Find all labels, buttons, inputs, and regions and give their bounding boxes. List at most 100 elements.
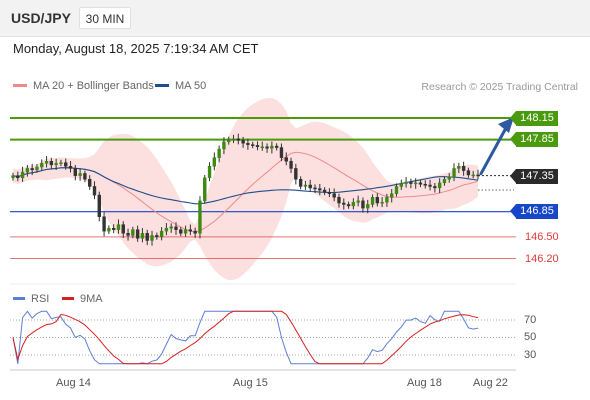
candle-body-down <box>428 184 432 187</box>
candle <box>150 230 154 246</box>
candle <box>471 170 475 179</box>
candle <box>447 173 451 183</box>
candle <box>227 136 231 145</box>
candle <box>380 197 384 208</box>
candle <box>30 163 34 176</box>
level-label-146-20: 146.20 <box>525 253 559 265</box>
candle-body-up <box>198 200 202 234</box>
candle-body-up <box>183 229 188 234</box>
timeframe-button[interactable]: 30 MIN <box>79 7 131 29</box>
candle-body-down <box>16 175 20 179</box>
ma50-legend-label: MA 50 <box>175 80 207 92</box>
bollinger-band-layer <box>13 98 478 281</box>
candle <box>394 183 399 197</box>
candle-body-down <box>308 184 312 189</box>
candle <box>44 156 49 168</box>
candles-layer <box>11 133 480 246</box>
candle <box>442 176 447 186</box>
candle <box>370 194 375 208</box>
candle-body-up <box>380 202 384 204</box>
candle <box>342 198 346 210</box>
candle <box>97 191 101 222</box>
candle-body-up <box>471 174 475 177</box>
rsi-layer <box>10 310 516 365</box>
candle-body-down <box>361 200 365 209</box>
candle <box>313 184 317 194</box>
candle <box>25 164 30 177</box>
candle-body-down <box>409 181 413 184</box>
candle <box>437 178 442 194</box>
candle <box>131 226 135 239</box>
candle-body-up <box>356 200 360 203</box>
legend-9ma: 9MA <box>62 293 103 305</box>
ma50-swatch <box>155 83 169 87</box>
candle-body-up <box>217 148 221 158</box>
candle-body-up <box>227 139 231 143</box>
candle <box>164 223 169 236</box>
candle-body-down <box>423 184 427 186</box>
level-tag-146-85: 146.85 <box>510 204 558 219</box>
candle-body-up <box>169 226 173 229</box>
candle <box>274 143 279 151</box>
9ma-swatch <box>62 296 74 300</box>
candle-body-up <box>351 202 356 207</box>
candle-body-up <box>260 146 264 149</box>
candle-body-up <box>452 168 456 178</box>
candle <box>246 138 250 150</box>
candle-body-up <box>404 181 408 184</box>
current-price-value: 147.35 <box>520 170 554 182</box>
candle-body-down <box>88 178 92 187</box>
candle <box>135 225 140 242</box>
bollinger-band <box>13 98 478 281</box>
candle <box>121 221 125 238</box>
candle <box>236 133 240 145</box>
candle <box>83 170 87 183</box>
candle <box>322 187 327 196</box>
candle <box>169 223 173 233</box>
candle <box>241 136 245 148</box>
candle <box>428 179 432 191</box>
candle-body-up <box>457 166 461 169</box>
candle <box>303 180 308 190</box>
candle-body-up <box>437 182 442 189</box>
legend-rsi: RSI <box>13 293 49 305</box>
candle-body-up <box>203 177 207 202</box>
candle-body-down <box>274 145 279 148</box>
candle-body-up <box>44 160 49 164</box>
date-label-aug-18: Aug 18 <box>407 377 442 389</box>
current-price-tag: 147.35 <box>510 169 558 184</box>
candle <box>126 228 130 241</box>
candle <box>59 159 63 167</box>
candle-body-down <box>193 230 197 234</box>
candle-body-up <box>394 186 399 194</box>
candle <box>217 145 221 163</box>
candle-body-down <box>313 187 317 190</box>
candle <box>73 164 78 181</box>
candle-body-down <box>476 174 480 177</box>
level-tag-147-85: 147.85 <box>510 132 558 147</box>
legend-ma20: MA 20 + Bollinger Bands <box>13 80 154 92</box>
candle <box>418 179 423 188</box>
candle <box>140 228 145 243</box>
candle-body-down <box>30 168 34 171</box>
candle <box>298 176 303 190</box>
candle <box>207 162 212 182</box>
candle <box>399 179 403 190</box>
candle <box>183 225 188 237</box>
rsi-swatch <box>13 296 25 300</box>
candle-body-up <box>11 175 15 179</box>
candle <box>78 168 82 181</box>
candle-body-up <box>390 193 394 198</box>
candle-body-up <box>270 145 274 149</box>
candle-body-down <box>433 186 437 189</box>
candle <box>294 163 298 185</box>
candle-body-down <box>255 145 260 148</box>
candle-body-down <box>279 147 284 158</box>
candle-body-down <box>179 229 183 234</box>
candle <box>251 141 255 149</box>
candle-body-down <box>265 146 269 149</box>
candle-body-up <box>385 197 389 203</box>
candle <box>40 159 44 171</box>
candle <box>413 178 418 189</box>
candle-body-up <box>413 182 418 185</box>
